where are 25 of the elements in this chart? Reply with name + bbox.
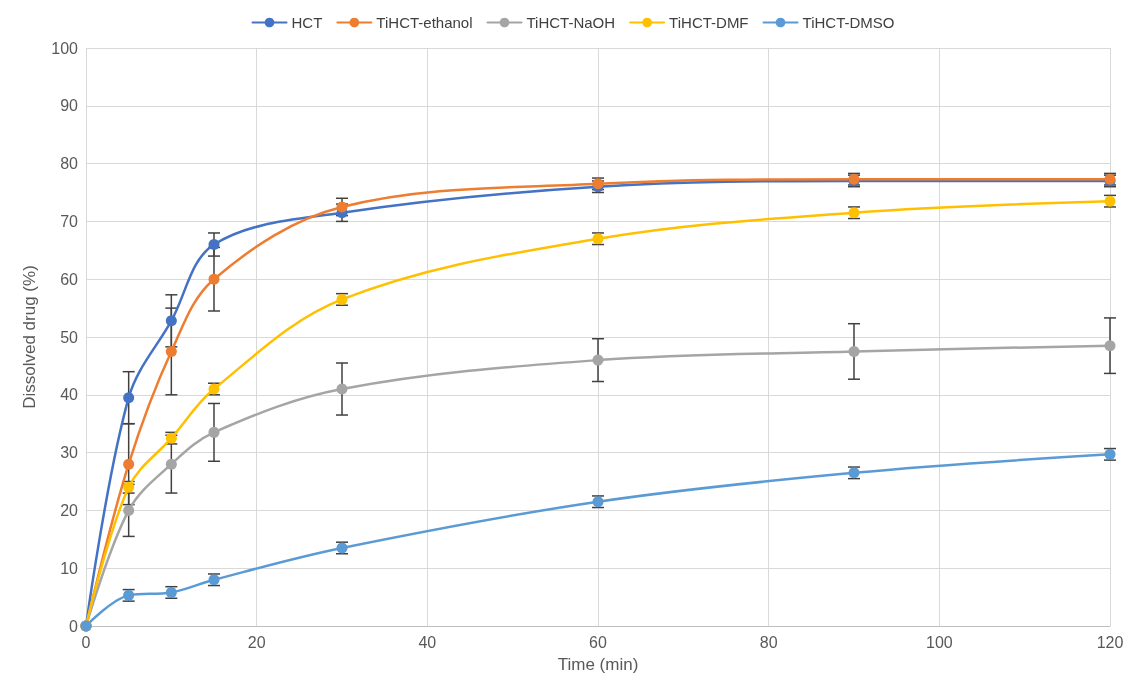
x-tick-label: 20 — [247, 633, 266, 651]
legend-label: HCT — [291, 14, 323, 31]
legend-label: TiHCT-NaOH — [526, 14, 616, 31]
y-tick-label: 60 — [60, 270, 79, 288]
x-tick-label: 80 — [759, 633, 778, 651]
y-tick-label: 90 — [60, 97, 79, 115]
y-tick-label: 80 — [60, 155, 79, 173]
x-tick-label: 120 — [1096, 633, 1124, 651]
legend-label: TiHCT-DMF — [669, 14, 749, 31]
x-tick-label: 0 — [81, 633, 91, 651]
y-tick-label: 40 — [60, 386, 79, 404]
x-tick-label: 40 — [418, 633, 437, 651]
legend-label: TiHCT-DMSO — [802, 14, 895, 31]
x-axis-title: Time (min) — [557, 655, 639, 674]
y-tick-label: 0 — [69, 617, 79, 635]
y-tick-label: 50 — [60, 328, 79, 346]
legend-label: TiHCT-ethanol — [376, 14, 473, 31]
y-tick-label: 20 — [60, 501, 79, 519]
y-tick-label: 30 — [60, 444, 79, 462]
y-tick-label: 10 — [60, 559, 79, 577]
y-tick-label: 70 — [60, 212, 79, 230]
x-tick-label: 60 — [589, 633, 607, 651]
x-tick-label: 100 — [925, 633, 953, 651]
y-axis-title: Dissolved drug (%) — [20, 265, 39, 409]
y-tick-label: 100 — [51, 39, 79, 57]
